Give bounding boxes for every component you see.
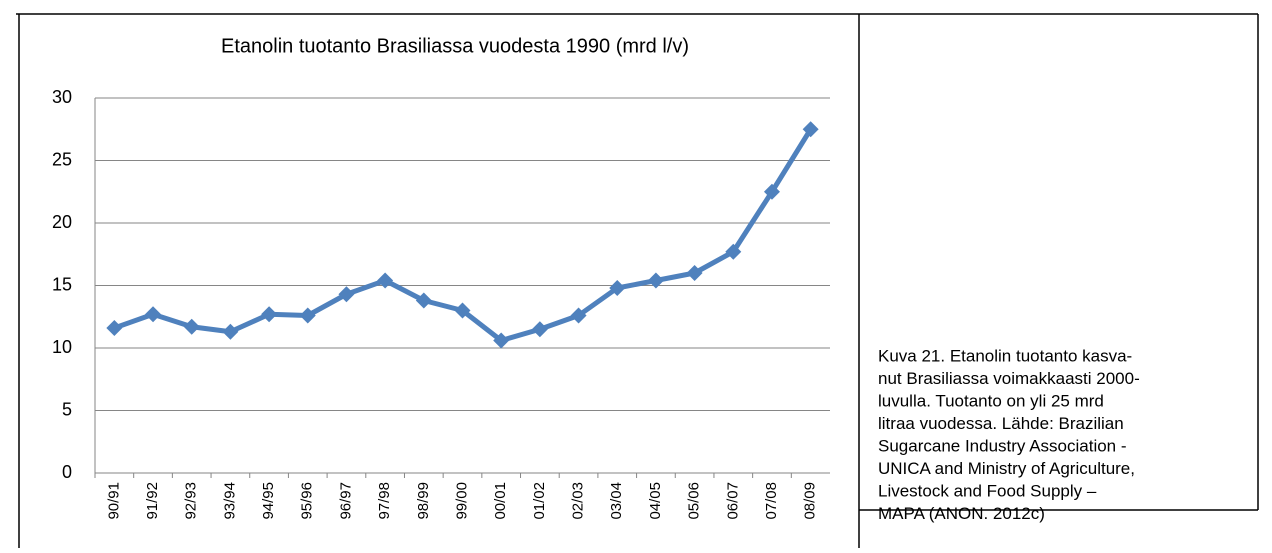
x-tick-label: 01/02 (531, 482, 548, 520)
marker (802, 121, 819, 138)
y-tick-label: 20 (52, 212, 72, 232)
y-tick-label: 10 (52, 337, 72, 357)
marker (454, 302, 471, 319)
caption-line: Kuva 21. Etanolin tuotanto kasva- (878, 346, 1132, 365)
y-tick-label: 30 (52, 87, 72, 107)
y-tick-label: 15 (52, 274, 72, 294)
marker (261, 306, 278, 323)
y-tick-label: 0 (62, 462, 72, 482)
marker (570, 307, 587, 324)
caption-line: MAPA (ANON. 2012c) (878, 504, 1045, 523)
chart-title: Etanolin tuotanto Brasiliassa vuodesta 1… (221, 35, 689, 57)
y-tick-label: 5 (62, 399, 72, 419)
x-tick-label: 04/05 (647, 482, 664, 520)
x-tick-label: 05/06 (686, 482, 703, 520)
x-tick-label: 96/97 (337, 482, 354, 520)
marker (647, 272, 664, 289)
marker (299, 307, 316, 324)
x-tick-label: 94/95 (260, 482, 277, 520)
x-tick-label: 07/08 (763, 482, 780, 520)
x-tick-label: 00/01 (492, 482, 509, 520)
marker (493, 332, 510, 349)
marker (106, 320, 123, 336)
plot-area: 0 5 10 15 20 25 30 90/91 91/92 92/93 93/94 94/95 95/… (52, 87, 830, 520)
x-tick-label: 98/99 (415, 482, 432, 520)
marker (686, 265, 703, 281)
caption-line: UNICA and Ministry of Agriculture, (878, 459, 1135, 478)
marker (531, 321, 548, 338)
x-tick-label: 92/93 (183, 482, 200, 520)
x-tick-label: 90/91 (105, 482, 122, 520)
caption: Kuva 21. Etanolin tuotanto kasva-nut Bra… (878, 346, 1140, 523)
y-tick-label: 25 (52, 149, 72, 169)
marker (415, 292, 432, 309)
x-tick-label: 93/94 (221, 482, 238, 520)
marker (338, 286, 355, 303)
caption-line: Livestock and Food Supply – (878, 481, 1097, 500)
x-tick-label: 95/96 (299, 482, 316, 520)
marker (222, 323, 239, 340)
marker (183, 318, 200, 335)
table-border (16, 13, 1259, 548)
caption-line: litraa vuodessa. Lähde: Brazilian (878, 414, 1124, 433)
marker (763, 183, 780, 200)
x-tick-label: 08/09 (802, 482, 819, 520)
marker (145, 306, 162, 323)
x-tick-label: 06/07 (724, 482, 741, 520)
caption-line: nut Brasiliassa voimakkaasti 2000- (878, 369, 1140, 388)
caption-line: Sugarcane Industry Association - (878, 436, 1127, 455)
x-tick-label: 91/92 (144, 482, 161, 520)
x-tick-label: 02/03 (570, 482, 587, 520)
x-tick-label: 97/98 (376, 482, 393, 520)
caption-line: luvulla. Tuotanto on yli 25 mrd (878, 391, 1104, 410)
x-tick-label: 99/00 (453, 482, 470, 520)
x-tick-label: 03/04 (608, 482, 625, 520)
marker (609, 280, 626, 296)
marker (377, 272, 394, 289)
marker (725, 243, 742, 260)
